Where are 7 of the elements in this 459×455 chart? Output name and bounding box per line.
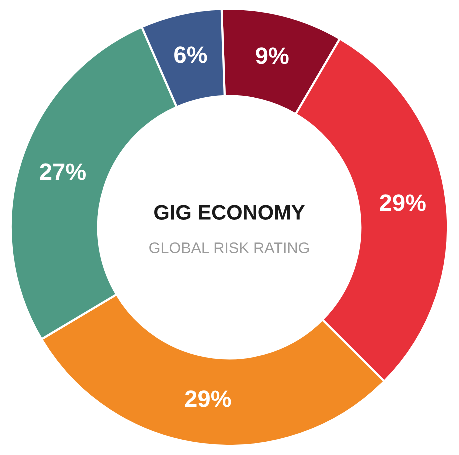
- text: GLOBAL RISK RATING: [150, 242, 310, 254]
- data-label: 6%: [174, 46, 208, 64]
- data-label: 9%: [256, 48, 289, 64]
- data-label: 27%: [40, 164, 86, 180]
- data-label: 29%: [185, 390, 232, 408]
- data-label: 29%: [380, 194, 426, 212]
- text: GIG ECONOMY: [154, 205, 305, 220]
